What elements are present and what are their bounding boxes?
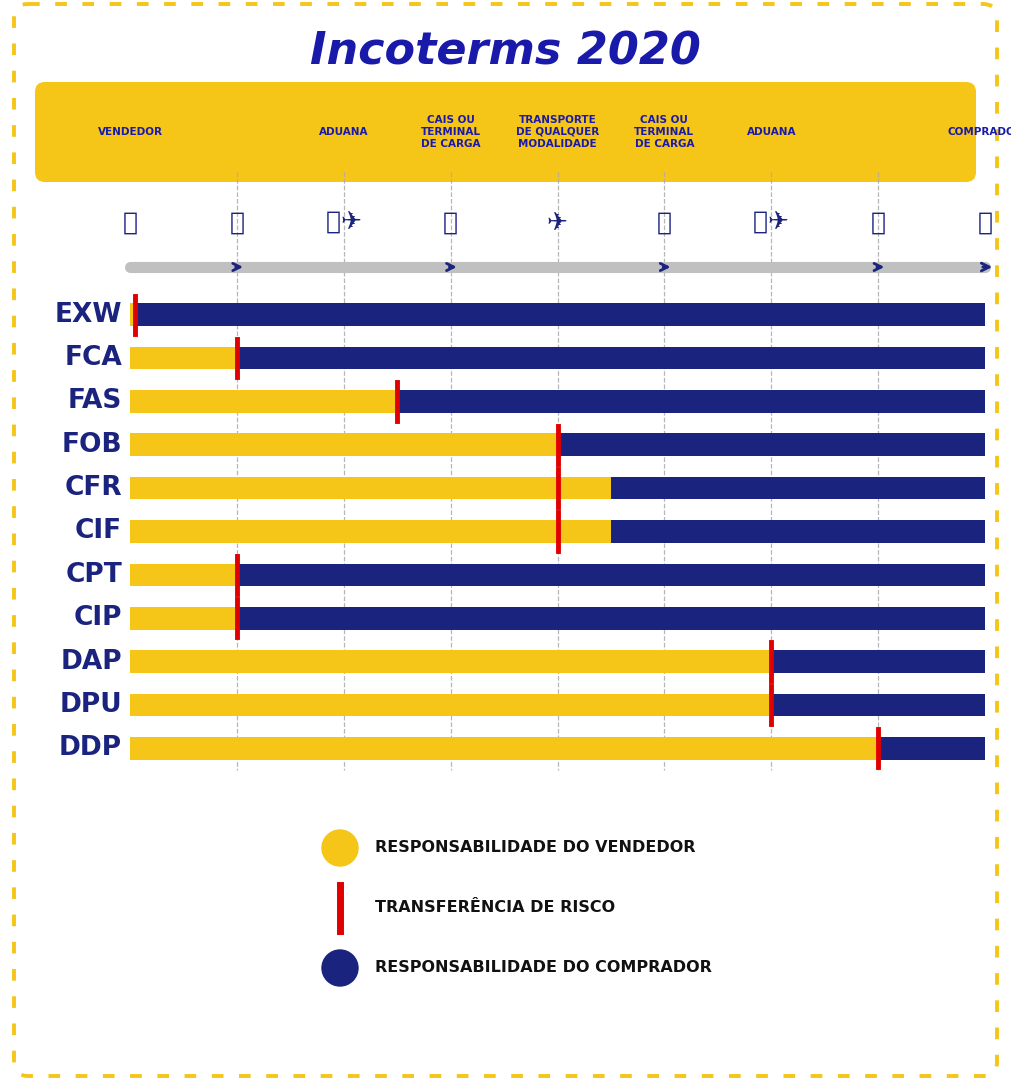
Text: 🏠: 🏠 — [978, 211, 993, 235]
Text: CIP: CIP — [74, 605, 122, 631]
Text: 🏗: 🏗 — [657, 211, 672, 235]
FancyBboxPatch shape — [130, 607, 237, 630]
Text: 🧑‍✈️: 🧑‍✈️ — [753, 211, 790, 235]
Text: VENDEDOR: VENDEDOR — [97, 127, 163, 137]
FancyBboxPatch shape — [611, 521, 985, 543]
FancyBboxPatch shape — [130, 693, 771, 716]
Text: RESPONSABILIDADE DO VENDEDOR: RESPONSABILIDADE DO VENDEDOR — [375, 840, 696, 855]
FancyBboxPatch shape — [130, 477, 557, 499]
Text: DDP: DDP — [59, 735, 122, 761]
FancyBboxPatch shape — [130, 521, 557, 543]
FancyBboxPatch shape — [237, 347, 985, 369]
Text: FAS: FAS — [68, 389, 122, 415]
FancyBboxPatch shape — [879, 737, 985, 759]
Text: CIF: CIF — [75, 518, 122, 544]
FancyBboxPatch shape — [130, 737, 879, 759]
FancyBboxPatch shape — [14, 4, 997, 1076]
FancyBboxPatch shape — [771, 650, 985, 673]
Circle shape — [321, 950, 358, 986]
FancyBboxPatch shape — [130, 390, 397, 413]
FancyBboxPatch shape — [130, 347, 237, 369]
Text: CPT: CPT — [66, 562, 122, 588]
Text: DAP: DAP — [61, 649, 122, 675]
Text: 🚛: 🚛 — [229, 211, 245, 235]
FancyBboxPatch shape — [557, 521, 611, 543]
Text: FOB: FOB — [62, 432, 122, 458]
Text: TRANSPORTE
DE QUALQUER
MODALIDADE: TRANSPORTE DE QUALQUER MODALIDADE — [516, 116, 600, 149]
Text: CAIS OU
TERMINAL
DE CARGA: CAIS OU TERMINAL DE CARGA — [634, 116, 695, 149]
Text: TRANSFERÊNCIA DE RISCO: TRANSFERÊNCIA DE RISCO — [375, 901, 615, 916]
FancyBboxPatch shape — [130, 303, 135, 326]
FancyBboxPatch shape — [557, 433, 985, 456]
Text: ✈: ✈ — [547, 211, 568, 235]
Text: RESPONSABILIDADE DO COMPRADOR: RESPONSABILIDADE DO COMPRADOR — [375, 960, 712, 975]
FancyBboxPatch shape — [130, 433, 557, 456]
Text: ADUANA: ADUANA — [319, 127, 368, 137]
Text: COMPRADOR: COMPRADOR — [947, 127, 1011, 137]
Text: Incoterms 2020: Incoterms 2020 — [310, 30, 701, 73]
Circle shape — [321, 831, 358, 866]
Text: ADUANA: ADUANA — [746, 127, 796, 137]
Text: 🏭: 🏭 — [122, 211, 137, 235]
FancyBboxPatch shape — [611, 477, 985, 499]
FancyBboxPatch shape — [35, 82, 976, 183]
FancyBboxPatch shape — [237, 564, 985, 586]
FancyBboxPatch shape — [130, 650, 771, 673]
FancyBboxPatch shape — [557, 477, 611, 499]
Text: DPU: DPU — [60, 692, 122, 718]
FancyBboxPatch shape — [771, 693, 985, 716]
FancyBboxPatch shape — [135, 303, 985, 326]
Text: 🚛: 🚛 — [870, 211, 886, 235]
Text: EXW: EXW — [55, 301, 122, 327]
Text: 🧑‍✈️: 🧑‍✈️ — [326, 211, 362, 235]
Text: FCA: FCA — [65, 345, 122, 372]
Text: CAIS OU
TERMINAL
DE CARGA: CAIS OU TERMINAL DE CARGA — [421, 116, 480, 149]
Text: CFR: CFR — [65, 475, 122, 501]
Text: 🏗: 🏗 — [443, 211, 458, 235]
FancyBboxPatch shape — [397, 390, 985, 413]
FancyBboxPatch shape — [130, 564, 237, 586]
FancyBboxPatch shape — [237, 607, 985, 630]
